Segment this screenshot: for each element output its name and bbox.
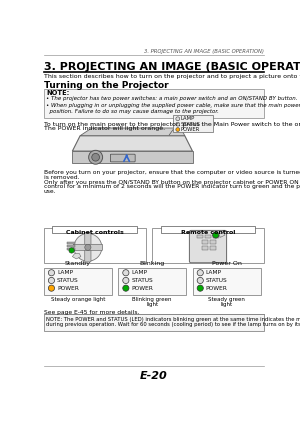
Text: See page E-45 for more details.: See page E-45 for more details. [44,310,139,315]
Text: Blinking: Blinking [140,261,165,266]
Text: POWER: POWER [206,286,228,291]
Bar [210,241,216,244]
FancyBboxPatch shape [189,230,226,263]
FancyBboxPatch shape [52,226,137,233]
Text: POWER: POWER [57,286,79,291]
FancyBboxPatch shape [85,233,91,262]
FancyBboxPatch shape [110,154,135,162]
Circle shape [74,233,102,261]
Text: 3. PROJECTING AN IMAGE (BASIC OPERATION): 3. PROJECTING AN IMAGE (BASIC OPERATION) [44,62,300,72]
Text: LAMP: LAMP [206,270,222,275]
Bar [213,235,219,238]
Text: LAMP: LAMP [57,270,73,275]
Text: The POWER indicator will light orange.: The POWER indicator will light orange. [44,127,165,131]
Bar [197,235,203,238]
Text: LAMP: LAMP [181,116,195,121]
Text: NOTE: The POWER and STATUS (LED) indicators blinking green at the same time indi: NOTE: The POWER and STATUS (LED) indicat… [46,317,300,322]
FancyBboxPatch shape [161,226,255,233]
Circle shape [123,278,129,283]
Text: Before you turn on your projector, ensure that the computer or video source is t: Before you turn on your projector, ensur… [44,170,300,176]
Bar [202,246,208,249]
Text: 3. PROJECTING AN IMAGE (BASIC OPERATION): 3. PROJECTING AN IMAGE (BASIC OPERATION) [144,49,264,54]
Bar [67,248,75,249]
FancyBboxPatch shape [152,228,264,263]
Text: STATUS: STATUS [57,278,79,283]
Text: during previous operation. Wait for 60 seconds (cooling period) to see if the la: during previous operation. Wait for 60 s… [46,322,300,327]
Circle shape [213,232,219,238]
Text: Remote control: Remote control [181,230,235,235]
FancyBboxPatch shape [44,314,264,331]
Text: E-20: E-20 [140,371,168,380]
Bar [205,235,211,238]
Text: Cabinet controls: Cabinet controls [66,230,124,235]
Text: LAMP: LAMP [131,270,147,275]
Circle shape [176,122,180,126]
Circle shape [176,117,180,121]
Text: control for a minimum of 2 seconds will the POWER indicator turn to green and th: control for a minimum of 2 seconds will … [44,184,300,189]
Circle shape [176,128,180,131]
FancyBboxPatch shape [193,268,261,295]
FancyBboxPatch shape [44,89,264,118]
Bar [202,241,208,244]
Bar [210,246,216,249]
Circle shape [197,285,203,291]
Text: NOTE:: NOTE: [46,90,69,96]
Circle shape [69,248,74,253]
Polygon shape [80,128,185,136]
Text: • The projector has two power switches: a main power switch and an ON/STAND BY b: • The projector has two power switches: … [46,96,298,102]
FancyBboxPatch shape [173,115,213,132]
Text: This section describes how to turn on the projector and to project a picture ont: This section describes how to turn on th… [44,74,300,79]
Circle shape [48,270,55,276]
Circle shape [85,244,91,250]
Text: Steady green
light: Steady green light [208,297,245,307]
FancyBboxPatch shape [73,244,103,250]
Text: is removed.: is removed. [44,175,79,180]
Circle shape [197,278,203,283]
Text: Blinking green
light: Blinking green light [133,297,172,307]
Circle shape [89,150,103,164]
Text: POWER: POWER [181,127,200,132]
Text: position. Failure to do so may cause damage to the projector.: position. Failure to do so may cause dam… [46,109,219,114]
Text: Power On: Power On [212,261,242,266]
Circle shape [92,153,100,161]
Text: • When plugging in or unplugging the supplied power cable, make sure that the ma: • When plugging in or unplugging the sup… [46,103,300,108]
FancyBboxPatch shape [44,228,146,263]
Circle shape [48,285,55,291]
Text: Steady orange light: Steady orange light [51,297,105,302]
Circle shape [197,270,203,276]
Polygon shape [219,232,225,237]
Text: POWER: POWER [131,286,153,291]
FancyBboxPatch shape [44,268,112,295]
Text: Standby: Standby [65,261,91,266]
Text: To turn on the main power to the projector, press the Main Power switch to the o: To turn on the main power to the project… [44,122,300,127]
Text: STATUS: STATUS [131,278,153,283]
Text: STATUS: STATUS [181,122,201,127]
Circle shape [123,285,129,291]
Text: use.: use. [44,189,56,194]
Text: Only after you press the ON/STAND BY button on the projector cabinet or POWER ON: Only after you press the ON/STAND BY but… [44,180,300,184]
Bar [67,241,75,244]
Polygon shape [72,136,193,151]
Polygon shape [72,253,81,259]
Circle shape [123,270,129,276]
Circle shape [48,278,55,283]
Bar [67,245,75,246]
Polygon shape [72,151,193,163]
Text: Turning on the Projector: Turning on the Projector [44,81,168,90]
FancyBboxPatch shape [118,268,186,295]
Text: STATUS: STATUS [206,278,227,283]
